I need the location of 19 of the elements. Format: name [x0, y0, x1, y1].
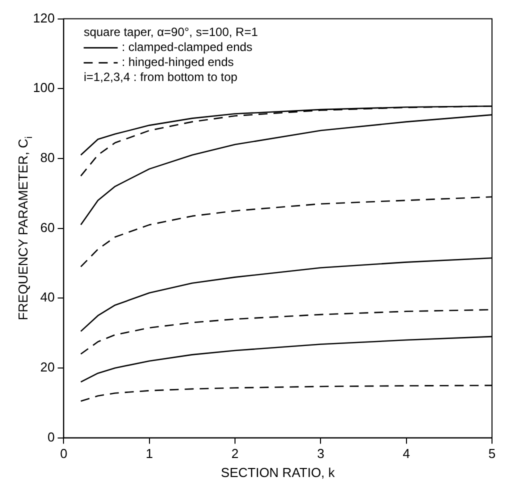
- y-tick-label: 80: [40, 150, 55, 166]
- y-tick-label: 20: [40, 360, 55, 375]
- legend-label: : clamped-clamped ends: [122, 40, 252, 54]
- y-tick-label: 120: [32, 10, 55, 26]
- y-tick-label: 0: [47, 429, 55, 444]
- annotation: i=1,2,3,4 : from bottom to top: [84, 70, 238, 84]
- x-axis-title: SECTION RATIO, k: [220, 464, 336, 480]
- x-tick-label: 5: [488, 446, 496, 462]
- y-tick-label: 100: [32, 80, 55, 96]
- x-tick-label: 0: [60, 446, 68, 462]
- x-tick-label: 4: [402, 446, 410, 462]
- x-tick-label: 2: [231, 446, 239, 462]
- annotation: square taper, α=90°, s=100, R=1: [84, 25, 258, 40]
- legend-label: : hinged-hinged ends: [122, 55, 234, 70]
- y-axis-title: FREQUENCY PARAMETER, Ci: [16, 136, 35, 320]
- x-tick-label: 1: [146, 446, 153, 462]
- y-tick-label: 60: [40, 220, 55, 235]
- x-tick-label: 3: [317, 446, 324, 462]
- y-tick-label: 40: [40, 290, 55, 305]
